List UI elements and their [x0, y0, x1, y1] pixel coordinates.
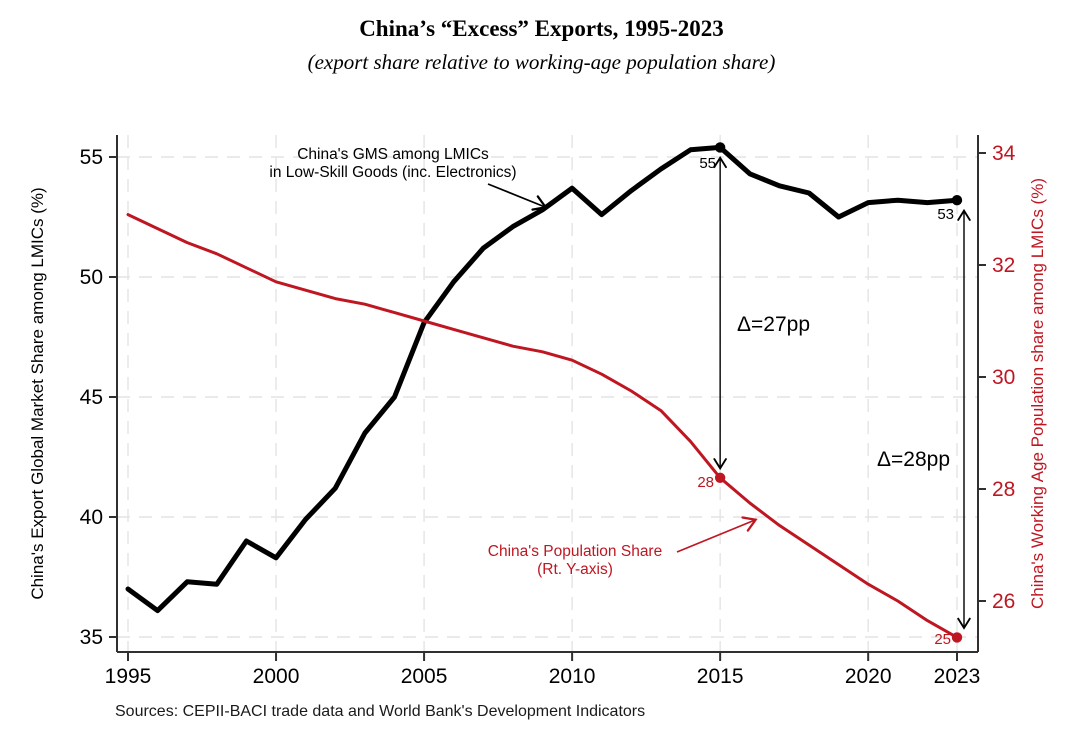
x-tick-label: 2015: [697, 665, 744, 688]
population-series-annotation: China's Population Share(Rt. Y-axis): [488, 516, 758, 578]
x-tick-label: 2023: [934, 665, 981, 688]
right-y-tick-label: 28: [992, 478, 1015, 501]
pointer-arrow: [487, 183, 548, 211]
point-value-label: 53: [937, 206, 954, 223]
delta-label: Δ=27pp: [737, 313, 810, 336]
population-series-line: [126, 213, 959, 639]
right-y-tick-label: 30: [992, 366, 1015, 389]
axes: [116, 135, 979, 653]
annotation-line: (Rt. Y-axis): [537, 561, 613, 578]
gms-series-line: [125, 144, 960, 614]
x-axis-ticks: 1995 2000 2005 2010 2015 2020 2023: [105, 652, 981, 688]
chart-title: China’s “Excess” Exports, 1995-2023: [359, 16, 724, 41]
point-value-label: 28: [697, 474, 714, 491]
x-tick-label: 2010: [549, 665, 596, 688]
left-y-axis-ticks: 35 40 45 50 55: [80, 146, 117, 649]
point-value-label: 25: [934, 631, 951, 648]
annotation-line: China's GMS among LMICs: [297, 146, 489, 163]
left-y-axis-title: China's Export Global Market Share among…: [28, 187, 47, 599]
annotation-line: in Low-Skill Goods (inc. Electronics): [269, 164, 516, 181]
data-point-marker: [951, 195, 963, 206]
pointer-arrow: [676, 516, 758, 553]
x-tick-label: 2000: [253, 665, 300, 688]
x-tick-label: 1995: [105, 665, 152, 688]
annotation-line: China's Population Share: [488, 543, 662, 560]
x-tick-label: 2005: [401, 665, 448, 688]
right-y-axis-ticks: 26 28 30 32 34: [978, 142, 1016, 613]
point-value-label: 55: [699, 155, 716, 172]
left-y-tick-label: 40: [80, 506, 103, 529]
right-y-tick-label: 26: [992, 590, 1015, 613]
left-y-tick-label: 35: [80, 626, 103, 649]
right-y-tick-label: 32: [992, 254, 1015, 277]
chart-subtitle: (export share relative to working-age po…: [307, 50, 776, 74]
right-y-tick-label: 34: [992, 142, 1016, 165]
data-point-marker: [714, 142, 726, 153]
delta-label: Δ=28pp: [877, 448, 950, 471]
right-y-axis-title: China's Working Age Population share amo…: [1028, 178, 1047, 609]
data-point-marker: [951, 632, 963, 643]
sources-note: Sources: CEPII-BACI trade data and World…: [115, 703, 646, 720]
left-y-tick-label: 55: [80, 146, 103, 169]
left-y-tick-label: 45: [80, 386, 103, 409]
data-point-marker: [714, 472, 726, 483]
x-tick-label: 2020: [845, 665, 892, 688]
left-y-tick-label: 50: [80, 266, 103, 289]
gridlines: [117, 135, 978, 652]
